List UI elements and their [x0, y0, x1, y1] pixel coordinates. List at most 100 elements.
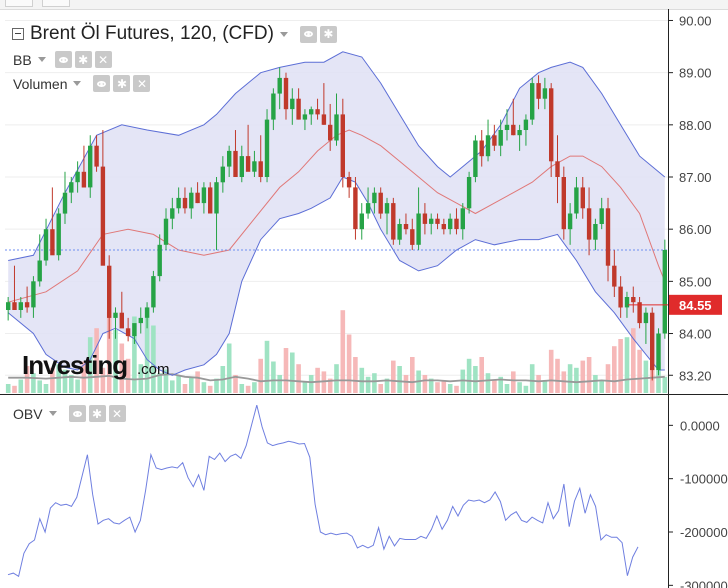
candle[interactable] — [479, 130, 484, 167]
candle[interactable] — [656, 328, 661, 376]
candle[interactable] — [107, 255, 112, 339]
candle[interactable] — [6, 297, 11, 321]
candle[interactable] — [435, 213, 440, 230]
candle[interactable] — [593, 218, 598, 251]
candle[interactable] — [182, 187, 188, 214]
candle[interactable] — [631, 286, 636, 313]
collapse-icon[interactable] — [12, 28, 24, 40]
candle[interactable] — [517, 124, 522, 151]
candle[interactable] — [346, 171, 352, 198]
candle[interactable] — [378, 187, 383, 219]
candle[interactable] — [81, 145, 87, 188]
candle[interactable] — [309, 106, 314, 125]
candle[interactable] — [170, 197, 175, 230]
candle[interactable] — [637, 297, 642, 329]
candle[interactable] — [227, 145, 232, 177]
candle[interactable] — [397, 218, 402, 245]
candle[interactable] — [429, 213, 434, 235]
candle[interactable] — [643, 307, 649, 344]
toolbar-tab[interactable] — [5, 0, 33, 7]
candle[interactable] — [315, 98, 320, 120]
candle[interactable] — [296, 88, 301, 120]
candle[interactable] — [599, 197, 604, 230]
candle[interactable] — [138, 307, 143, 334]
close-icon[interactable]: ✕ — [94, 51, 112, 68]
candle[interactable] — [473, 135, 478, 183]
candle[interactable] — [498, 119, 503, 157]
eye-icon[interactable] — [299, 25, 317, 43]
candle[interactable] — [94, 135, 99, 172]
dropdown-caret-icon[interactable] — [48, 411, 57, 416]
eye-icon[interactable] — [54, 51, 72, 68]
dropdown-caret-icon[interactable] — [37, 57, 46, 62]
candle[interactable] — [252, 150, 257, 177]
candle[interactable] — [119, 291, 124, 329]
dropdown-caret-icon[interactable] — [279, 31, 288, 37]
candle[interactable] — [359, 203, 364, 240]
candle[interactable] — [163, 208, 169, 251]
candle[interactable] — [24, 286, 30, 313]
candle[interactable] — [504, 109, 510, 141]
candle[interactable] — [189, 187, 194, 219]
candle[interactable] — [650, 307, 655, 381]
candle[interactable] — [612, 250, 617, 297]
candle[interactable] — [574, 177, 579, 219]
candle[interactable] — [264, 109, 270, 183]
candle[interactable] — [208, 182, 213, 214]
candle[interactable] — [466, 171, 472, 214]
close-icon[interactable]: ✕ — [133, 75, 151, 92]
candle[interactable] — [586, 187, 592, 256]
candle[interactable] — [561, 166, 566, 240]
candle[interactable] — [605, 197, 611, 282]
candle[interactable] — [416, 187, 421, 251]
candle[interactable] — [201, 182, 207, 214]
candle[interactable] — [100, 130, 106, 266]
candle[interactable] — [523, 114, 529, 146]
gear-icon[interactable]: ✱ — [319, 25, 337, 43]
candle[interactable] — [56, 208, 61, 261]
candle[interactable] — [220, 156, 225, 193]
candle[interactable] — [441, 218, 446, 235]
candle[interactable] — [624, 291, 630, 318]
candle[interactable] — [536, 75, 541, 110]
candle[interactable] — [328, 103, 333, 151]
candle[interactable] — [555, 135, 560, 204]
candle[interactable] — [43, 218, 49, 266]
candle[interactable] — [195, 182, 200, 204]
candle[interactable] — [271, 88, 276, 131]
candle[interactable] — [277, 67, 282, 110]
candle[interactable] — [132, 323, 137, 344]
dropdown-caret-icon[interactable] — [73, 81, 82, 86]
candle[interactable] — [410, 218, 415, 251]
candle[interactable] — [113, 307, 118, 339]
candle[interactable] — [448, 213, 453, 235]
candle[interactable] — [88, 135, 93, 198]
eye-icon[interactable] — [93, 75, 111, 92]
gear-icon[interactable]: ✱ — [88, 405, 106, 422]
candle[interactable] — [372, 187, 377, 214]
close-icon[interactable]: ✕ — [108, 405, 126, 422]
candle[interactable] — [151, 270, 156, 313]
candle[interactable] — [37, 234, 42, 287]
candle[interactable] — [31, 276, 36, 318]
candle[interactable] — [340, 98, 345, 188]
candle[interactable] — [511, 98, 516, 136]
candle[interactable] — [75, 161, 80, 193]
candle[interactable] — [50, 187, 55, 256]
candle[interactable] — [125, 317, 131, 342]
candle[interactable] — [384, 197, 390, 235]
candle[interactable] — [353, 177, 358, 240]
candle[interactable] — [258, 135, 263, 183]
candle[interactable] — [391, 197, 396, 245]
eye-icon[interactable] — [68, 405, 86, 422]
candle[interactable] — [403, 213, 409, 235]
candle[interactable] — [239, 145, 244, 183]
candle[interactable] — [485, 119, 491, 162]
candle[interactable] — [245, 124, 251, 172]
candle[interactable] — [580, 177, 585, 219]
candle[interactable] — [542, 77, 548, 110]
candle[interactable] — [549, 83, 554, 177]
candle[interactable] — [157, 234, 162, 282]
candle[interactable] — [662, 239, 667, 339]
